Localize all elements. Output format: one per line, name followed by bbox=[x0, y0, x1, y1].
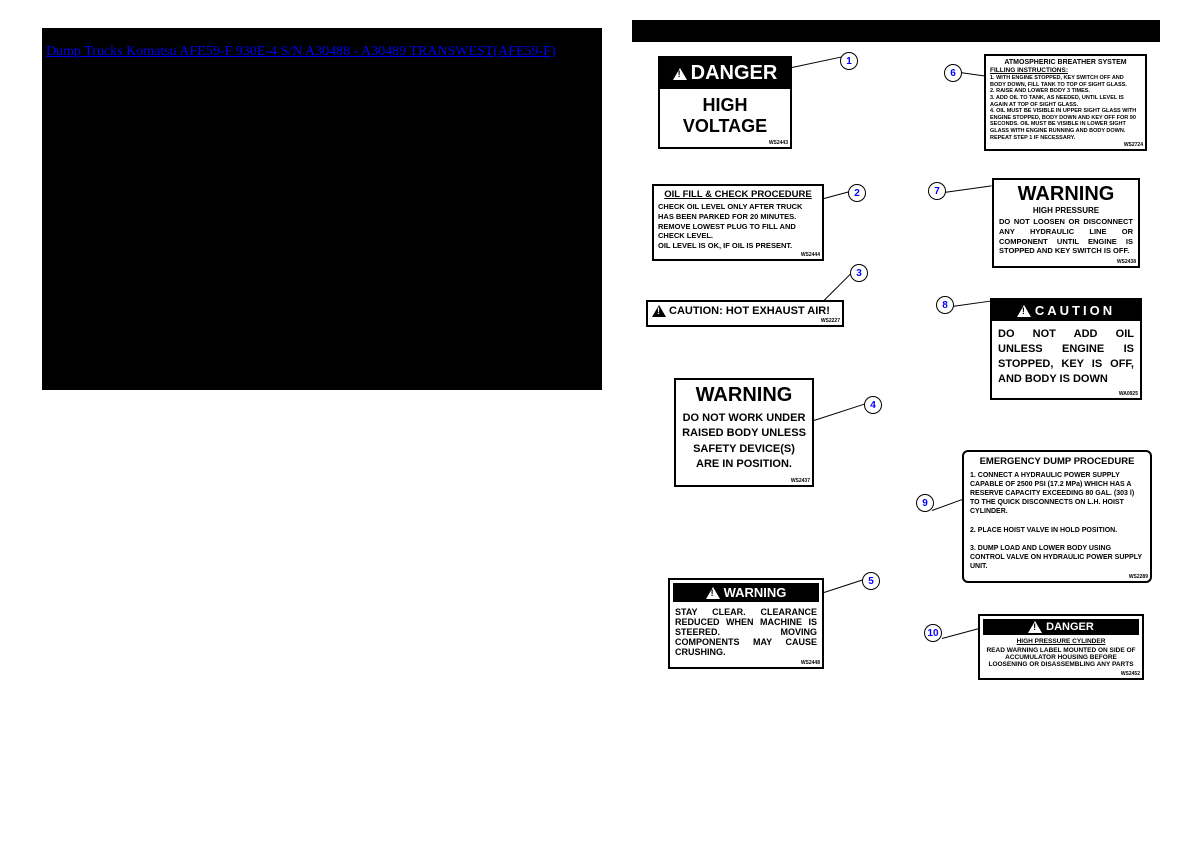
label-6-atmospheric-breather: ATMOSPHERIC BREATHER SYSTEM FILLING INST… bbox=[984, 54, 1147, 151]
warning-triangle-icon bbox=[652, 305, 666, 317]
callout-8: 8 bbox=[936, 296, 954, 314]
callout-10: 10 bbox=[924, 624, 942, 642]
callout-line-7 bbox=[944, 185, 992, 193]
label-10-header: DANGER bbox=[1046, 621, 1094, 633]
label-4-body: DO NOT WORK UNDER RAISED BODY UNLESS SAF… bbox=[682, 411, 806, 473]
callout-6: 6 bbox=[944, 64, 962, 82]
callout-line-1 bbox=[792, 56, 843, 68]
label-9-title: EMERGENCY DUMP PROCEDURE bbox=[970, 456, 1144, 467]
callout-5: 5 bbox=[862, 572, 880, 590]
label-7-body: DO NOT LOOSEN OR DISCONNECT ANY HYDRAULI… bbox=[999, 217, 1133, 256]
label-6-subtitle: FILLING INSTRUCTIONS: bbox=[990, 67, 1141, 75]
label-2-body: CHECK OIL LEVEL ONLY AFTER TRUCK HAS BEE… bbox=[658, 202, 818, 251]
label-2-oil-fill-check: OIL FILL & CHECK PROCEDURE CHECK OIL LEV… bbox=[652, 184, 824, 261]
label-2-title: OIL FILL & CHECK PROCEDURE bbox=[658, 189, 818, 200]
label-8-body: DO NOT ADD OIL UNLESS ENGINE IS STOPPED,… bbox=[992, 321, 1140, 398]
label-5-part: WS2448 bbox=[801, 660, 820, 666]
label-5-warning-stay-clear: WARNING STAY CLEAR. CLEARANCE REDUCED WH… bbox=[668, 578, 824, 669]
callout-line-9 bbox=[932, 499, 962, 511]
right-panel: DANGER HIGH VOLTAGE WS2443 1 ATMOSPHERIC… bbox=[632, 20, 1160, 822]
label-7-header: WARNING bbox=[999, 183, 1133, 206]
label-3-caution-hot-exhaust: CAUTION: HOT EXHAUST AIR! WS2227 bbox=[646, 300, 844, 327]
label-10-part: WS2452 bbox=[1121, 671, 1140, 677]
callout-line-4 bbox=[814, 403, 868, 421]
label-9-body: 1. CONNECT A HYDRAULIC POWER SUPPLY CAPA… bbox=[970, 471, 1144, 571]
label-1-body: HIGH VOLTAGE bbox=[660, 89, 790, 147]
label-2-part: WS2444 bbox=[801, 252, 820, 258]
label-10-danger-cylinder: DANGER HIGH PRESSURE CYLINDER READ WARNI… bbox=[978, 614, 1144, 680]
label-5-body: STAY CLEAR. CLEARANCE REDUCED WHEN MACHI… bbox=[670, 605, 822, 667]
label-5-header: WARNING bbox=[724, 585, 787, 600]
warning-triangle-icon bbox=[706, 587, 720, 599]
left-panel: Dump Trucks Komatsu AFE59-F 930E-4 S/N A… bbox=[42, 28, 602, 390]
label-1-header: DANGER bbox=[691, 62, 778, 85]
label-1-part: WS2443 bbox=[769, 140, 788, 146]
top-black-bar bbox=[632, 20, 1160, 42]
label-8-caution-no-oil: CAUTION DO NOT ADD OIL UNLESS ENGINE IS … bbox=[990, 298, 1142, 400]
warning-triangle-icon bbox=[673, 68, 687, 80]
title-link[interactable]: Dump Trucks Komatsu AFE59-F 930E-4 S/N A… bbox=[46, 44, 556, 60]
label-6-part: WS2724 bbox=[1124, 142, 1143, 148]
label-3-part: WS2227 bbox=[821, 318, 840, 324]
label-10-subtitle: HIGH PRESSURE CYLINDER bbox=[980, 638, 1142, 645]
callout-line-6 bbox=[960, 72, 986, 77]
label-4-warning-raised-body: WARNING DO NOT WORK UNDER RAISED BODY UN… bbox=[674, 378, 814, 487]
label-4-header: WARNING bbox=[682, 384, 806, 407]
label-8-header: CAUTION bbox=[1035, 303, 1115, 318]
warning-triangle-icon bbox=[1028, 621, 1042, 633]
callout-2: 2 bbox=[848, 184, 866, 202]
label-7-warning-high-pressure: WARNING HIGH PRESSURE DO NOT LOOSEN OR D… bbox=[992, 178, 1140, 268]
callout-1: 1 bbox=[840, 52, 858, 70]
label-3-body: CAUTION: HOT EXHAUST AIR! bbox=[669, 305, 830, 317]
label-8-part: WA0925 bbox=[1119, 391, 1138, 397]
callout-7: 7 bbox=[928, 182, 946, 200]
callout-4: 4 bbox=[864, 396, 882, 414]
callout-line-5 bbox=[824, 578, 866, 593]
label-4-part: WS2437 bbox=[791, 478, 810, 484]
warning-triangle-icon bbox=[1017, 305, 1031, 317]
callout-3: 3 bbox=[850, 264, 868, 282]
label-1-danger-high-voltage: DANGER HIGH VOLTAGE WS2443 bbox=[658, 56, 792, 149]
callout-line-8 bbox=[952, 300, 992, 307]
callout-line-10 bbox=[942, 628, 979, 639]
label-7-part: WS2438 bbox=[1117, 259, 1136, 265]
label-6-title: ATMOSPHERIC BREATHER SYSTEM bbox=[990, 59, 1141, 67]
label-9-part: WS2289 bbox=[1129, 574, 1148, 580]
label-7-subtitle: HIGH PRESSURE bbox=[999, 206, 1133, 215]
callout-9: 9 bbox=[916, 494, 934, 512]
label-6-body: 1. WITH ENGINE STOPPED, KEY SWITCH OFF A… bbox=[990, 75, 1141, 141]
label-10-body: READ WARNING LABEL MOUNTED ON SIDE OF AC… bbox=[980, 645, 1142, 678]
label-9-emergency-dump: EMERGENCY DUMP PROCEDURE 1. CONNECT A HY… bbox=[962, 450, 1152, 583]
